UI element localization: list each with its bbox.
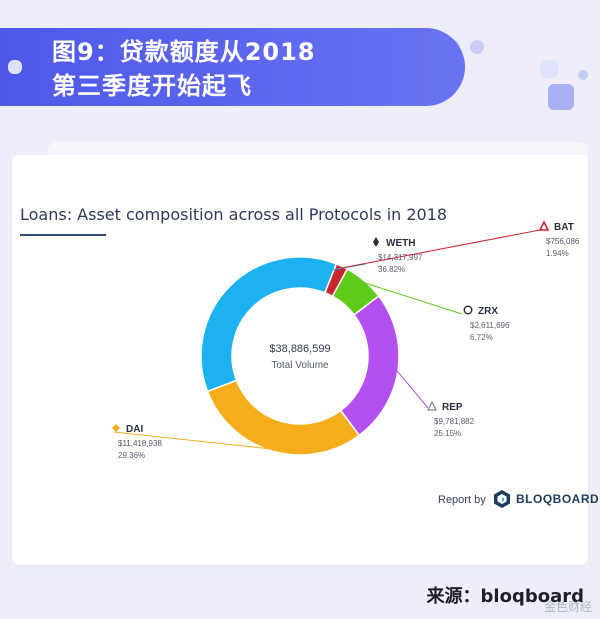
brand-name: BLOQBOARD <box>516 492 600 506</box>
bat-triangle-icon <box>538 220 550 231</box>
page-title-line1: 图9：贷款额度从2018 <box>52 38 316 66</box>
leader-line-rep <box>395 369 429 409</box>
slice-label-weth: WETH <box>386 238 415 249</box>
center-total-label: Total Volume <box>271 360 329 371</box>
slice-value-zrx: $2,611,696 <box>470 321 510 330</box>
zrx-icon <box>463 305 473 315</box>
chart-title: Loans: Asset composition across all Prot… <box>20 205 448 224</box>
slice-value-bat: $756,086 <box>546 237 580 246</box>
slice-percent-weth: 36.82% <box>378 265 405 274</box>
leader-line-bat <box>340 229 541 269</box>
slice-weth <box>200 256 338 393</box>
ethereum-icon <box>373 237 379 247</box>
deco-square <box>578 70 588 80</box>
deco-square <box>548 84 574 110</box>
dai-diamond-icon <box>112 424 120 432</box>
slice-label-zrx: ZRX <box>478 306 498 317</box>
center-total-value: $38,886,599 <box>269 343 330 355</box>
slice-label-bat: BAT <box>554 222 574 233</box>
slice-percent-dai: 29.36% <box>118 451 145 460</box>
watermark: 金色财经 <box>543 600 592 614</box>
bloqboard-logo-icon <box>494 490 510 508</box>
slice-label-dai: DAI <box>126 424 143 435</box>
slice-percent-rep: 25.15% <box>434 429 461 438</box>
banner-deco-pill <box>470 40 484 54</box>
slice-value-weth: $14,317,997 <box>378 253 423 262</box>
augur-icon <box>427 400 437 411</box>
slice-rep <box>339 294 400 437</box>
title-underline <box>20 234 106 236</box>
slice-percent-zrx: 6.72% <box>470 333 493 342</box>
slice-label-rep: REP <box>442 402 463 413</box>
deco-square <box>8 60 22 74</box>
slice-percent-bat: 1.94% <box>546 249 569 258</box>
slice-dai <box>206 379 361 456</box>
slice-value-dai: $11,418,938 <box>118 439 162 448</box>
leader-line-dai <box>113 431 274 450</box>
leader-line-zrx <box>363 281 463 315</box>
page-title-line2: 第三季度开始起飞 <box>52 72 252 100</box>
deco-square <box>540 60 558 78</box>
page-title: 图9：贷款额度从2018 第三季度开始起飞 <box>52 35 316 103</box>
report-by-label: Report by <box>438 494 486 506</box>
source-credit: 来源：bloqboard <box>426 586 584 607</box>
slice-value-rep: $9,781,882 <box>434 417 475 426</box>
title-banner <box>0 28 465 106</box>
chart-card <box>12 155 588 565</box>
